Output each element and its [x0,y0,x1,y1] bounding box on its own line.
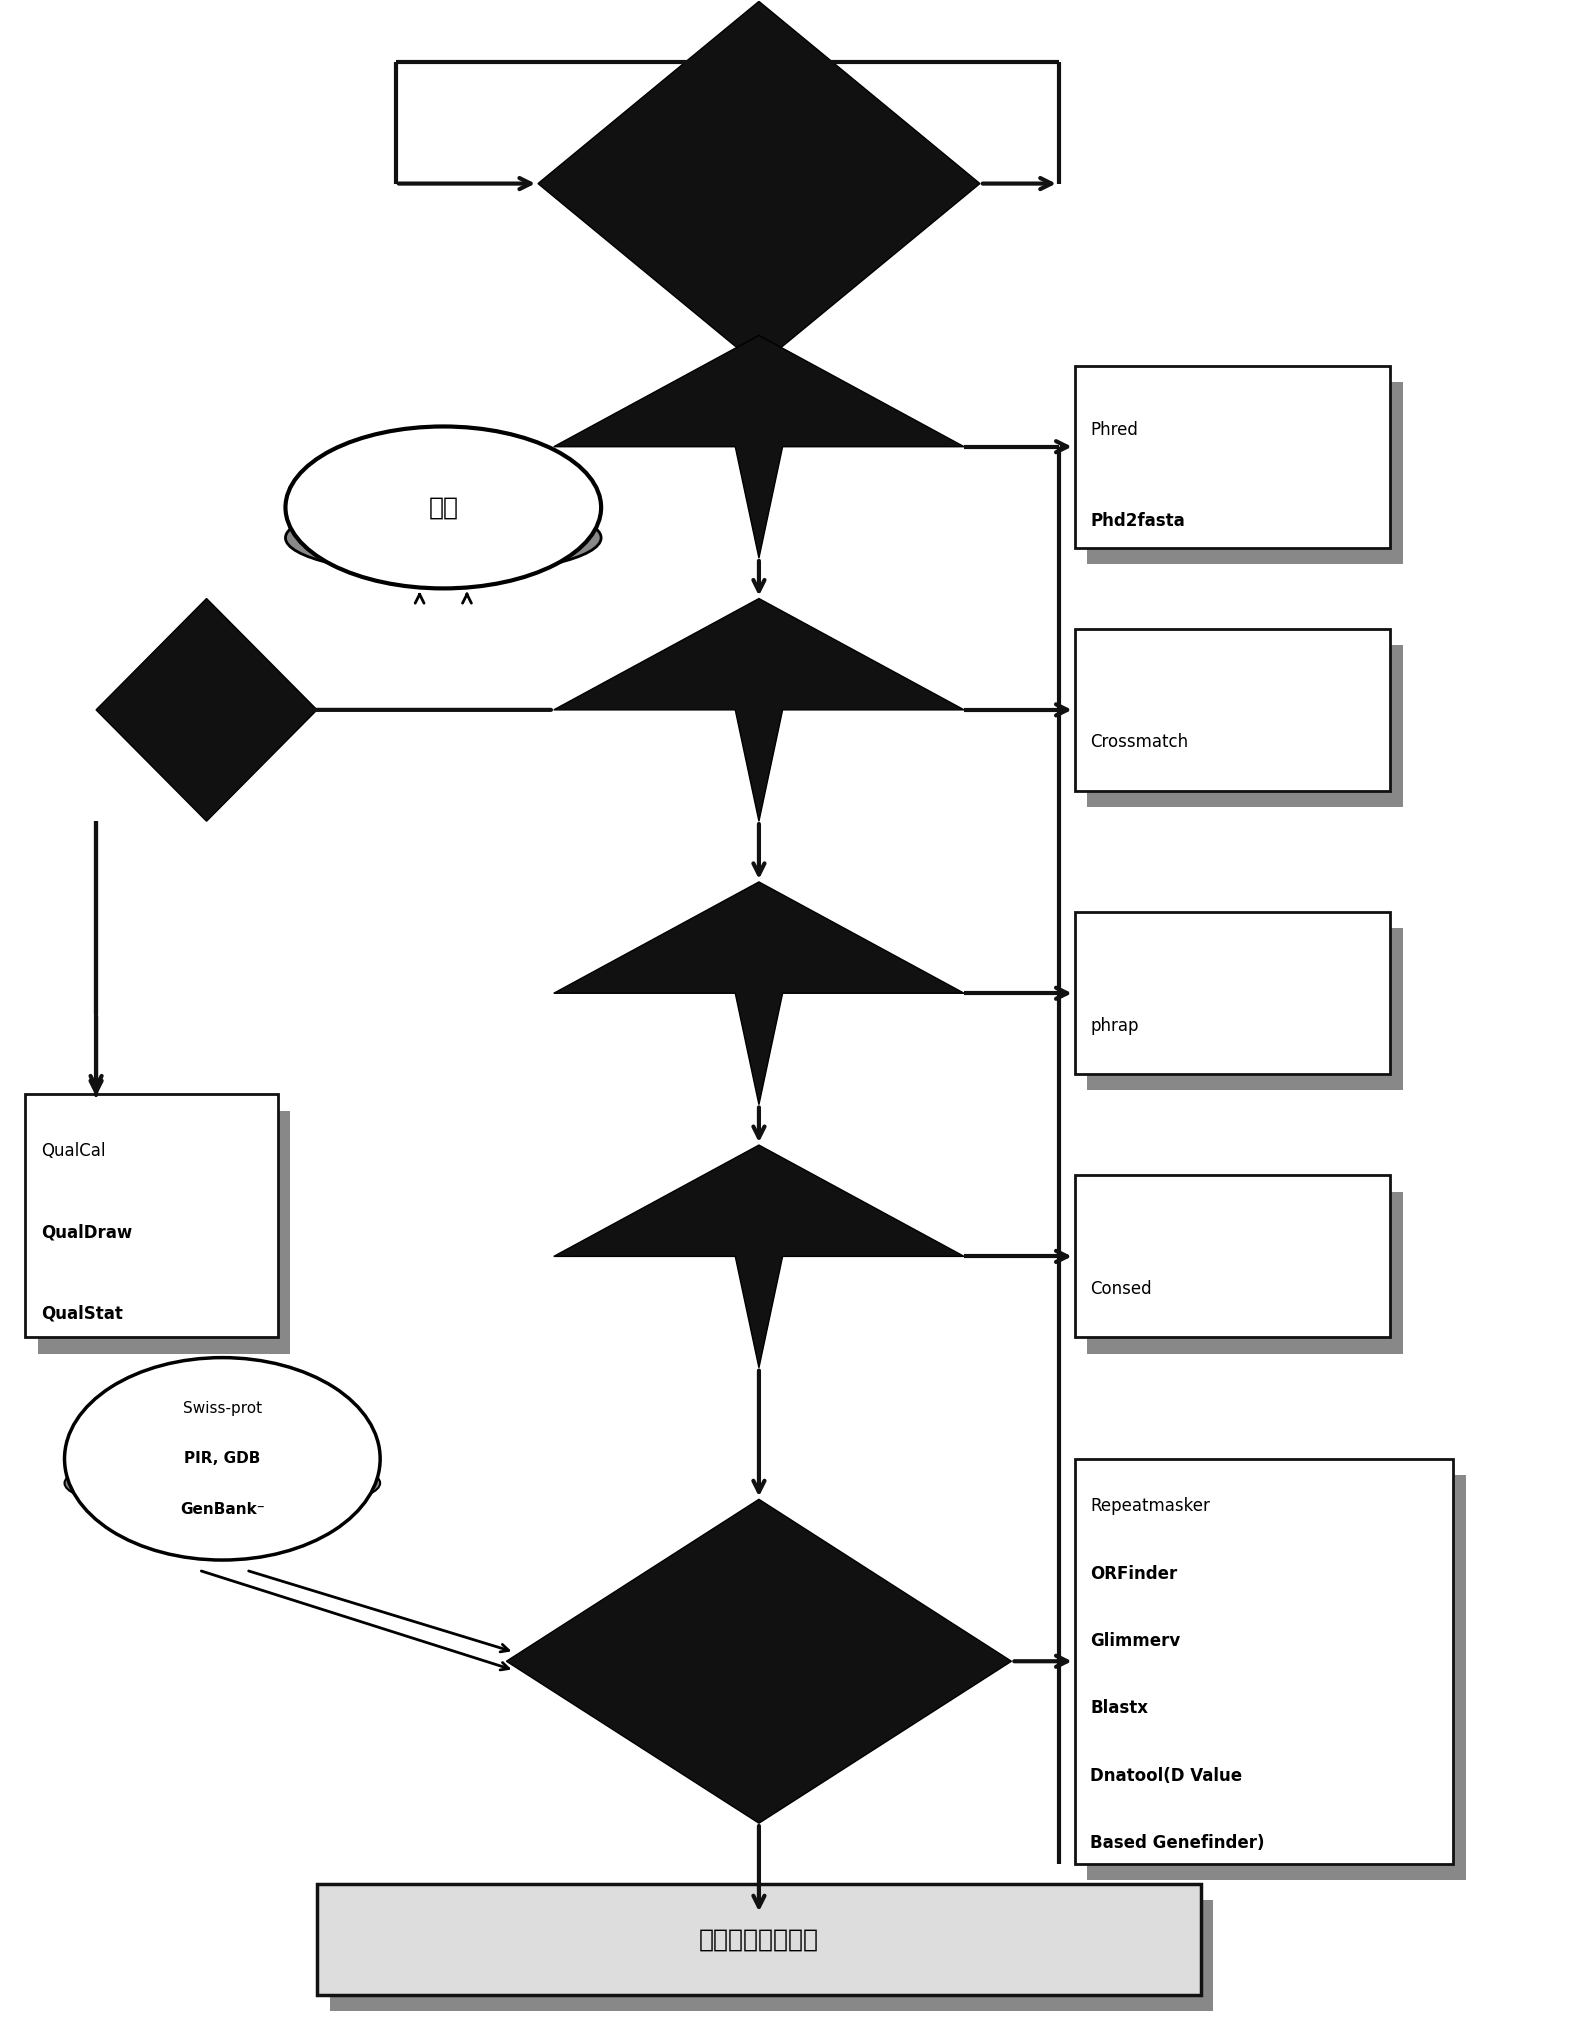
Polygon shape [538,2,980,365]
Polygon shape [96,598,318,821]
Text: phrap: phrap [1091,1018,1138,1034]
Text: Repeatmasker: Repeatmasker [1091,1498,1209,1514]
Text: QualCal: QualCal [41,1141,106,1159]
Bar [1088,1192,1402,1354]
Bar [1088,645,1402,807]
Bar [1088,1476,1466,1879]
Bar [38,1111,291,1354]
Text: 测序结果分析分类: 测序结果分析分类 [699,1928,819,1952]
Polygon shape [553,1145,964,1368]
Text: Consed: Consed [1091,1279,1153,1297]
Text: Swiss-prot: Swiss-prot [183,1401,262,1415]
Bar [1075,912,1390,1074]
Bar [1075,628,1390,791]
Text: 载体: 载体 [428,495,458,519]
Text: PIR, GDB: PIR, GDB [183,1451,261,1466]
Polygon shape [506,1500,1012,1822]
Text: Crossmatch: Crossmatch [1091,734,1189,752]
Text: Blastx: Blastx [1091,1699,1148,1717]
Text: Glimmerv: Glimmerv [1091,1632,1181,1650]
Bar [1075,1176,1390,1338]
Text: Phred: Phred [1091,420,1138,438]
Polygon shape [553,334,964,557]
Ellipse shape [65,1358,379,1561]
Bar [1088,928,1402,1091]
Bar [1075,365,1390,547]
Polygon shape [553,882,964,1105]
Bar [318,1883,1202,1995]
Bar [1088,381,1402,564]
Text: QualDraw: QualDraw [41,1222,133,1241]
Text: ORFinder: ORFinder [1091,1565,1178,1583]
Polygon shape [553,598,964,821]
Text: QualStat: QualStat [41,1303,123,1322]
Ellipse shape [286,501,601,574]
Text: Based Genefinder): Based Genefinder) [1091,1834,1265,1853]
Ellipse shape [65,1453,379,1514]
Ellipse shape [286,426,601,588]
Text: Dnatool(D Value: Dnatool(D Value [1091,1768,1243,1786]
Bar [330,1899,1214,2011]
Bar [25,1095,278,1338]
Text: Phd2fasta: Phd2fasta [1091,511,1186,529]
Bar [1075,1459,1453,1863]
Text: GenBank⁻: GenBank⁻ [180,1502,264,1516]
